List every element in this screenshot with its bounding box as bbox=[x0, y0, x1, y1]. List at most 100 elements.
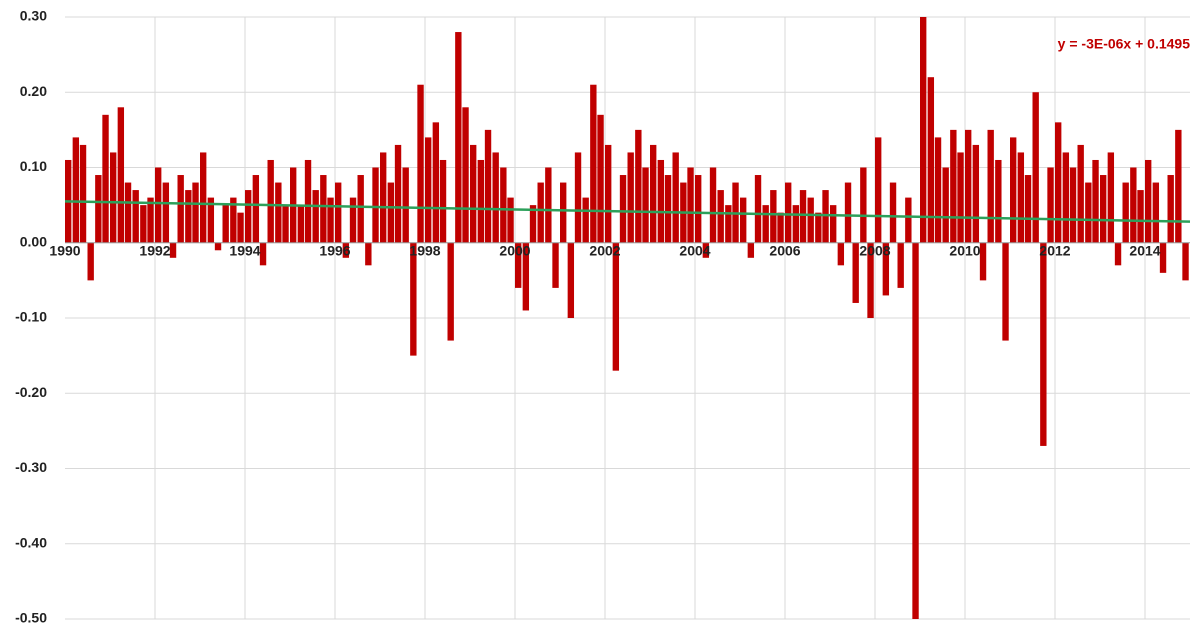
bar bbox=[147, 197, 154, 243]
bar bbox=[425, 137, 432, 243]
bar bbox=[785, 182, 792, 243]
bar bbox=[1040, 242, 1047, 446]
bar bbox=[552, 242, 559, 288]
bar bbox=[627, 152, 634, 243]
bar bbox=[222, 205, 229, 243]
bar bbox=[95, 175, 102, 243]
bar bbox=[807, 197, 814, 243]
x-tick-label: 1990 bbox=[49, 242, 80, 258]
bar bbox=[87, 242, 94, 281]
y-tick-label: 0.10 bbox=[20, 158, 47, 174]
bar bbox=[642, 167, 649, 243]
bar bbox=[612, 242, 620, 371]
bar bbox=[432, 122, 440, 243]
bar bbox=[1069, 167, 1077, 243]
bar bbox=[1107, 152, 1115, 243]
bar bbox=[1122, 182, 1129, 243]
bar bbox=[484, 129, 492, 243]
bar bbox=[349, 197, 357, 243]
bar bbox=[799, 190, 807, 243]
bar bbox=[830, 205, 837, 243]
bar bbox=[169, 242, 177, 258]
y-tick-label: 0.30 bbox=[20, 8, 47, 24]
bar bbox=[245, 190, 252, 243]
bar bbox=[192, 182, 199, 243]
bar bbox=[1085, 182, 1092, 243]
x-tick-label: 2006 bbox=[769, 242, 800, 258]
bar bbox=[529, 205, 537, 243]
bar bbox=[1017, 152, 1025, 243]
bar bbox=[1062, 152, 1070, 243]
bar bbox=[867, 242, 874, 318]
bar bbox=[177, 175, 184, 243]
bar bbox=[657, 159, 665, 243]
bar bbox=[365, 242, 372, 266]
bar bbox=[1010, 137, 1017, 243]
bar bbox=[597, 114, 604, 243]
bar bbox=[920, 17, 927, 243]
bar bbox=[777, 212, 784, 243]
bar bbox=[664, 175, 672, 243]
bar bbox=[875, 137, 882, 243]
bar bbox=[394, 144, 402, 243]
y-tick-label: 0.20 bbox=[20, 83, 47, 99]
bar bbox=[72, 137, 80, 243]
bar bbox=[155, 167, 162, 243]
bar bbox=[79, 144, 87, 243]
bar bbox=[635, 129, 642, 243]
bar bbox=[972, 144, 980, 243]
bar bbox=[230, 197, 237, 243]
bar bbox=[417, 84, 424, 243]
bar bbox=[905, 197, 912, 243]
bar bbox=[882, 242, 890, 296]
y-tick-label: -0.20 bbox=[15, 384, 47, 400]
bar bbox=[410, 242, 417, 356]
bar bbox=[320, 175, 327, 243]
bar bbox=[837, 242, 845, 266]
y-tick-label: -0.30 bbox=[15, 459, 47, 475]
bar bbox=[507, 197, 514, 243]
bar bbox=[545, 167, 552, 243]
bar bbox=[672, 152, 679, 243]
bar bbox=[1137, 190, 1144, 243]
bar bbox=[950, 129, 957, 243]
bar bbox=[275, 182, 282, 243]
bar bbox=[1002, 242, 1009, 341]
x-tick-label: 2000 bbox=[499, 242, 530, 258]
bar bbox=[942, 167, 949, 243]
y-tick-label: 0.00 bbox=[20, 233, 47, 249]
bar bbox=[717, 190, 724, 243]
bar bbox=[1047, 167, 1054, 243]
bar bbox=[754, 175, 762, 243]
bar bbox=[297, 205, 305, 243]
bar bbox=[934, 137, 942, 243]
bar bbox=[740, 197, 747, 243]
bar bbox=[1167, 175, 1174, 243]
bar bbox=[1182, 242, 1189, 281]
bar bbox=[447, 242, 454, 341]
bar bbox=[102, 114, 109, 243]
bar bbox=[582, 197, 589, 243]
bar bbox=[1032, 92, 1039, 243]
bar bbox=[372, 167, 379, 243]
bar bbox=[492, 152, 499, 243]
bar bbox=[117, 107, 125, 243]
bar bbox=[357, 175, 364, 243]
bar bbox=[619, 175, 627, 243]
x-tick-label: 2012 bbox=[1039, 242, 1070, 258]
bar bbox=[515, 242, 522, 288]
bar bbox=[590, 84, 597, 243]
y-tick-label: -0.50 bbox=[15, 610, 47, 625]
bar bbox=[252, 175, 260, 243]
x-tick-label: 2008 bbox=[859, 242, 890, 258]
bar bbox=[1159, 242, 1167, 273]
bar bbox=[567, 242, 575, 318]
bar bbox=[822, 190, 829, 243]
bar bbox=[709, 167, 717, 243]
x-tick-label: 1994 bbox=[229, 242, 260, 258]
bar bbox=[792, 205, 800, 243]
bar bbox=[844, 182, 852, 243]
bar bbox=[207, 197, 215, 243]
bar bbox=[747, 242, 755, 258]
